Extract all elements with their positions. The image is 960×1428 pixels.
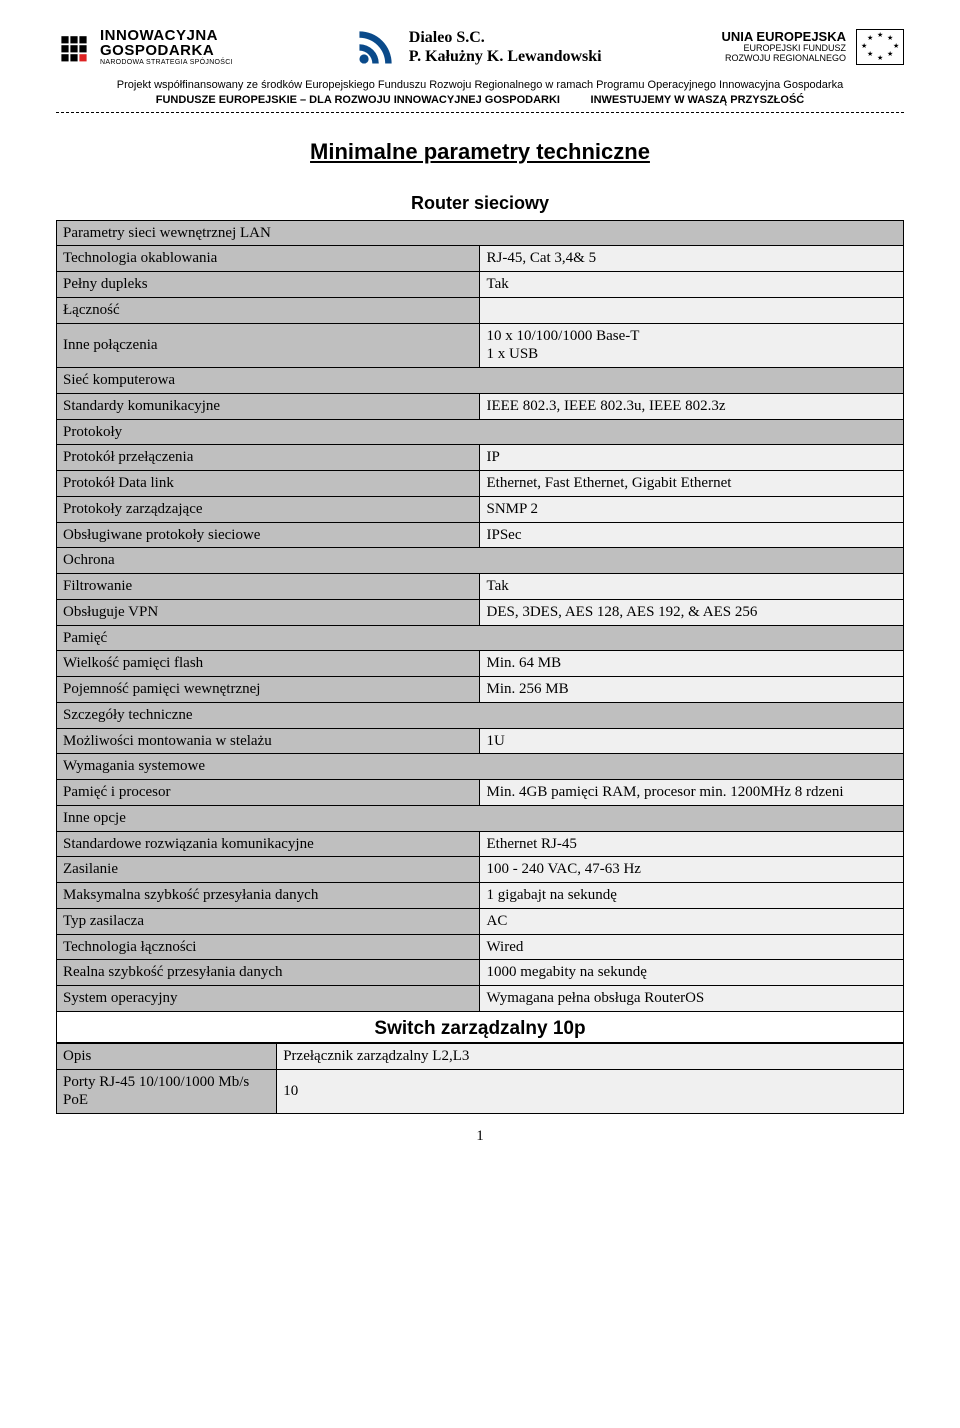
section-other: Inne opcje bbox=[57, 805, 904, 831]
router-title: Router sieciowy bbox=[56, 193, 904, 214]
k-cpu: Pamięć i procesor bbox=[57, 780, 480, 806]
cofinance-text: Projekt współfinansowany ze środków Euro… bbox=[56, 78, 904, 108]
k-maxspeed: Maksymalna szybkość przesyłania danych bbox=[57, 883, 480, 909]
divider bbox=[56, 112, 904, 113]
k-conntech: Technologia łączności bbox=[57, 934, 480, 960]
switch-spec-table: OpisPrzełącznik zarządzalny L2,L3 Porty … bbox=[56, 1043, 904, 1114]
v-conntech: Wired bbox=[480, 934, 904, 960]
k-mgmt: Protokoły zarządzające bbox=[57, 496, 480, 522]
logo-left-line3: NARODOWA STRATEGIA SPÓJNOŚCI bbox=[100, 59, 233, 66]
logo-left-line2: GOSPODARKA bbox=[100, 43, 233, 59]
k-switch-ports: Porty RJ-45 10/100/1000 Mb/s PoE bbox=[57, 1069, 277, 1114]
v-rack: 1U bbox=[480, 728, 904, 754]
v-cpu: Min. 4GB pamięci RAM, procesor min. 1200… bbox=[480, 780, 904, 806]
v-vpn: DES, 3DES, AES 128, AES 192, & AES 256 bbox=[480, 599, 904, 625]
v-os: Wymagana pełna obsługa RouterOS bbox=[480, 986, 904, 1012]
k-flash: Wielkość pamięci flash bbox=[57, 651, 480, 677]
section-mem: Pamięć bbox=[57, 625, 904, 651]
v-flash: Min. 64 MB bbox=[480, 651, 904, 677]
logo-innowacyjna: INNOWACYJNA GOSPODARKA NARODOWA STRATEGI… bbox=[56, 28, 233, 67]
v-connectivity bbox=[480, 297, 904, 323]
page-number: 1 bbox=[56, 1128, 904, 1145]
cofinance-line2b: INWESTUJEMY W WASZĄ PRZYSZŁOŚĆ bbox=[591, 94, 805, 106]
v-switchproto: IP bbox=[480, 445, 904, 471]
logo-left-line1: INNOWACYJNA bbox=[100, 28, 233, 44]
k-ram: Pojemność pamięci wewnętrznej bbox=[57, 677, 480, 703]
section-proto: Protokoły bbox=[57, 419, 904, 445]
v-switch-ports: 10 bbox=[277, 1069, 904, 1114]
logo-mid-line2: P. Kałużny K. Lewandowski bbox=[409, 47, 602, 66]
section-tech: Szczegóły techniczne bbox=[57, 702, 904, 728]
k-rack: Możliwości montowania w stelażu bbox=[57, 728, 480, 754]
router-spec-table: Parametry sieci wewnętrznej LAN Technolo… bbox=[56, 220, 904, 1012]
k-filter: Filtrowanie bbox=[57, 574, 480, 600]
v-psu: AC bbox=[480, 908, 904, 934]
k-stdcomm: Standardowe rozwiązania komunikacyjne bbox=[57, 831, 480, 857]
k-netproto: Obsługiwane protokoły sieciowe bbox=[57, 522, 480, 548]
section-lan: Parametry sieci wewnętrznej LAN bbox=[57, 220, 904, 246]
v-maxspeed: 1 gigabajt na sekundę bbox=[480, 883, 904, 909]
v-realspeed: 1000 megabity na sekundę bbox=[480, 960, 904, 986]
logo-mid-line1: Dialeo S.C. bbox=[409, 28, 602, 47]
v-other-conn: 10 x 10/100/1000 Base-T 1 x USB bbox=[480, 323, 904, 368]
k-std: Standardy komunikacyjne bbox=[57, 393, 480, 419]
logo-right-line1: UNIA EUROPEJSKA bbox=[722, 30, 846, 44]
v-cabling: RJ-45, Cat 3,4& 5 bbox=[480, 246, 904, 272]
section-net: Sieć komputerowa bbox=[57, 368, 904, 394]
cube-icon bbox=[56, 29, 92, 65]
v-datalink: Ethernet, Fast Ethernet, Gigabit Etherne… bbox=[480, 471, 904, 497]
k-datalink: Protokół Data link bbox=[57, 471, 480, 497]
switch-title: Switch zarządzalny 10p bbox=[57, 1012, 903, 1042]
header-logos: INNOWACYJNA GOSPODARKA NARODOWA STRATEGI… bbox=[56, 24, 904, 70]
k-power: Zasilanie bbox=[57, 857, 480, 883]
k-psu: Typ zasilacza bbox=[57, 908, 480, 934]
v-switch-desc: Przełącznik zarządzalny L2,L3 bbox=[277, 1043, 904, 1069]
k-other-conn: Inne połączenia bbox=[57, 323, 480, 368]
v-duplex: Tak bbox=[480, 272, 904, 298]
eu-flag-icon: ★ ★ ★ ★ ★ ★ ★ ★ bbox=[856, 29, 904, 65]
section-sys: Wymagania systemowe bbox=[57, 754, 904, 780]
k-vpn: Obsługuje VPN bbox=[57, 599, 480, 625]
k-switchproto: Protokół przełączenia bbox=[57, 445, 480, 471]
k-os: System operacyjny bbox=[57, 986, 480, 1012]
v-filter: Tak bbox=[480, 574, 904, 600]
v-power: 100 - 240 VAC, 47-63 Hz bbox=[480, 857, 904, 883]
cofinance-line2a: FUNDUSZE EUROPEJSKIE – DLA ROZWOJU INNOW… bbox=[156, 94, 560, 106]
v-netproto: IPSec bbox=[480, 522, 904, 548]
logo-eu: UNIA EUROPEJSKA EUROPEJSKI FUNDUSZ ROZWO… bbox=[722, 29, 904, 65]
k-switch-desc: Opis bbox=[57, 1043, 277, 1069]
logo-dialeo: Dialeo S.C. P. Kałużny K. Lewandowski bbox=[353, 24, 602, 70]
v-ram: Min. 256 MB bbox=[480, 677, 904, 703]
v-mgmt: SNMP 2 bbox=[480, 496, 904, 522]
k-connectivity: Łączność bbox=[57, 297, 480, 323]
cofinance-line1: Projekt współfinansowany ze środków Euro… bbox=[56, 78, 904, 93]
logo-right-line3: ROZWOJU REGIONALNEGO bbox=[725, 54, 846, 64]
document-title: Minimalne parametry techniczne bbox=[56, 139, 904, 165]
k-duplex: Pełny dupleks bbox=[57, 272, 480, 298]
k-cabling: Technologia okablowania bbox=[57, 246, 480, 272]
rss-icon bbox=[353, 24, 399, 70]
v-stdcomm: Ethernet RJ-45 bbox=[480, 831, 904, 857]
v-std: IEEE 802.3, IEEE 802.3u, IEEE 802.3z bbox=[480, 393, 904, 419]
section-sec: Ochrona bbox=[57, 548, 904, 574]
k-realspeed: Realna szybkość przesyłania danych bbox=[57, 960, 480, 986]
